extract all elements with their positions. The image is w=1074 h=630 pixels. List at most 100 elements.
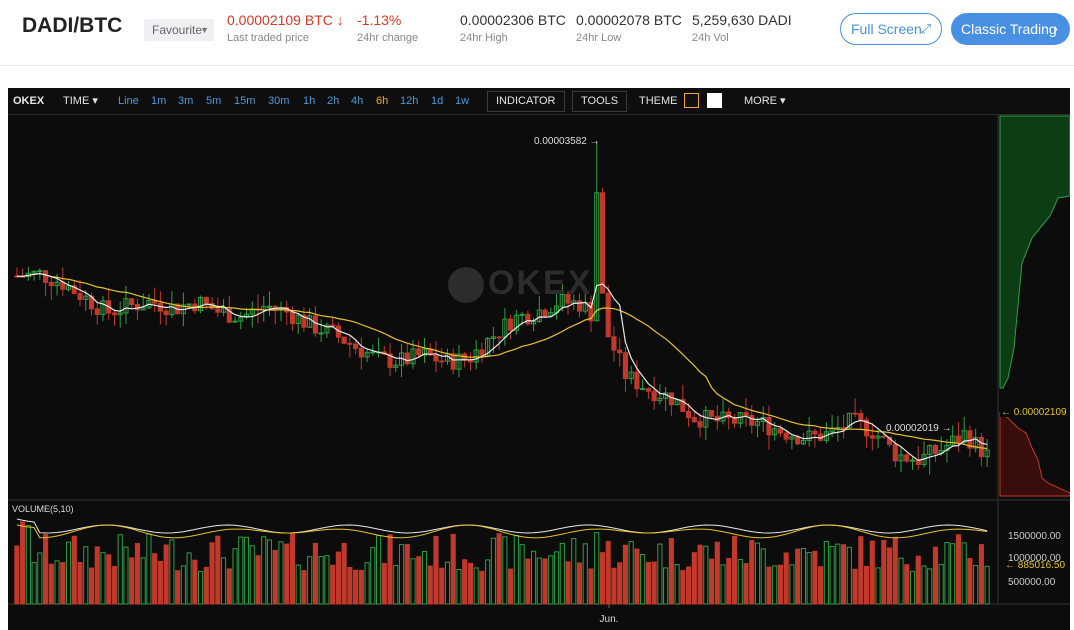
time-menu[interactable]: TIME ▾ [63, 95, 98, 107]
okex-watermark: OKEX [448, 264, 592, 304]
candle-body [617, 349, 623, 354]
tools-button[interactable]: TOOLS [572, 91, 628, 112]
volume-bar [772, 565, 778, 605]
volume-bar [588, 568, 594, 605]
interval-15m[interactable]: 15m [234, 95, 256, 107]
theme-label: THEME [639, 95, 678, 107]
candle-body [594, 192, 600, 322]
candle-body [209, 302, 215, 310]
more-menu[interactable]: MORE ▾ [744, 95, 786, 107]
volume-bar [800, 548, 806, 605]
volume-bar [542, 558, 548, 605]
candle-body [48, 281, 54, 287]
candle-body [31, 270, 37, 274]
volume-bar [663, 567, 669, 605]
candle-body [686, 410, 692, 419]
volume-bar [358, 569, 364, 605]
volume-bar [289, 533, 296, 605]
volume-bar [806, 551, 812, 605]
candle-body [404, 352, 410, 365]
interval-1w[interactable]: 1w [455, 95, 470, 107]
candle-body [697, 421, 703, 428]
volume-bar [703, 545, 709, 605]
interval-3m[interactable]: 3m [178, 95, 194, 107]
candle-body [565, 293, 571, 304]
candlestick-chart[interactable]: 0.00003582 → 0.00002019 → ← 0.00002109 VOLU… [8, 88, 1070, 630]
volume-bar [984, 565, 990, 605]
last-price-label: Last traded price [227, 32, 309, 44]
volume-bar [43, 534, 49, 605]
volume-bar [175, 570, 181, 605]
interval-1h[interactable]: 1h [303, 95, 316, 107]
candle-body [347, 342, 353, 345]
candle-body [783, 432, 789, 440]
volume-bar [743, 563, 749, 605]
interval-12h[interactable]: 12h [400, 95, 419, 107]
volume-bar [548, 555, 554, 605]
volume-bar [410, 558, 416, 605]
interval-4h[interactable]: 4h [351, 95, 364, 107]
interval-1d[interactable]: 1d [431, 95, 444, 107]
volume-bar [295, 564, 301, 605]
volume-bar [226, 568, 232, 605]
candle-body [548, 312, 554, 317]
volume-bar [266, 539, 273, 605]
classic-trading-button[interactable]: Classic Trading › [951, 13, 1070, 45]
time-axis-label: Jun. [600, 614, 619, 625]
volume-bar [25, 525, 31, 605]
candle-body [295, 314, 301, 325]
candle-body [508, 318, 514, 331]
volume-bar [387, 534, 393, 605]
volume-bar [674, 564, 680, 605]
volume-bar [496, 533, 502, 605]
candle-body [163, 310, 169, 316]
market-header: DADI/BTC Favourite ▼ 0.00002109 BTC ↓ Las… [0, 0, 1074, 66]
candle-body [680, 399, 686, 412]
volume-bar [123, 546, 129, 605]
low-label: 24hr Low [576, 32, 622, 44]
favourite-dropdown[interactable]: Favourite ▼ [144, 19, 214, 41]
candle-body [875, 435, 881, 439]
candle-body [203, 297, 209, 304]
interval-line[interactable]: Line [118, 95, 139, 107]
volume-bar [582, 543, 588, 605]
candle-body [243, 313, 250, 318]
ma-long-line [16, 272, 988, 450]
indicator-button[interactable]: INDICATOR [487, 91, 565, 112]
volume-bar [157, 560, 163, 605]
interval-5m[interactable]: 5m [206, 95, 222, 107]
volume-bar [875, 567, 881, 605]
vol-value: 5,259,630 DADI [692, 12, 792, 28]
interval-1m[interactable]: 1m [151, 95, 167, 107]
volume-bar [973, 565, 979, 605]
candle-body [301, 314, 307, 328]
volume-bar [220, 557, 227, 605]
volume-bar [766, 566, 772, 605]
volume-bar [439, 567, 445, 605]
candle-body [100, 300, 106, 315]
volume-bar [312, 542, 318, 605]
interval-6h[interactable]: 6h [376, 95, 389, 107]
volume-bar [651, 561, 657, 605]
caret-down-icon: ▼ [200, 25, 209, 35]
volume-bar [238, 536, 244, 605]
volume-bar [284, 543, 290, 605]
interval-2h[interactable]: 2h [327, 95, 340, 107]
volume-bar [65, 541, 72, 605]
light-theme-swatch[interactable] [707, 93, 722, 108]
candle-body [588, 301, 594, 322]
interval-30m[interactable]: 30m [268, 95, 290, 107]
candle-body [800, 440, 806, 445]
volume-bar [370, 547, 376, 605]
volume-bar [37, 552, 43, 605]
full-screen-button[interactable]: Full Screen ⤢ [840, 13, 942, 45]
dark-theme-swatch[interactable] [684, 93, 699, 108]
volume-bar [249, 545, 255, 605]
volume-bar [726, 558, 732, 605]
candle-body [421, 348, 428, 356]
candle-body [393, 364, 399, 368]
candle-body [266, 305, 273, 308]
candle-body [215, 308, 221, 313]
min-price-label: 0.00002019 → [886, 423, 952, 434]
candle-body [657, 397, 663, 402]
